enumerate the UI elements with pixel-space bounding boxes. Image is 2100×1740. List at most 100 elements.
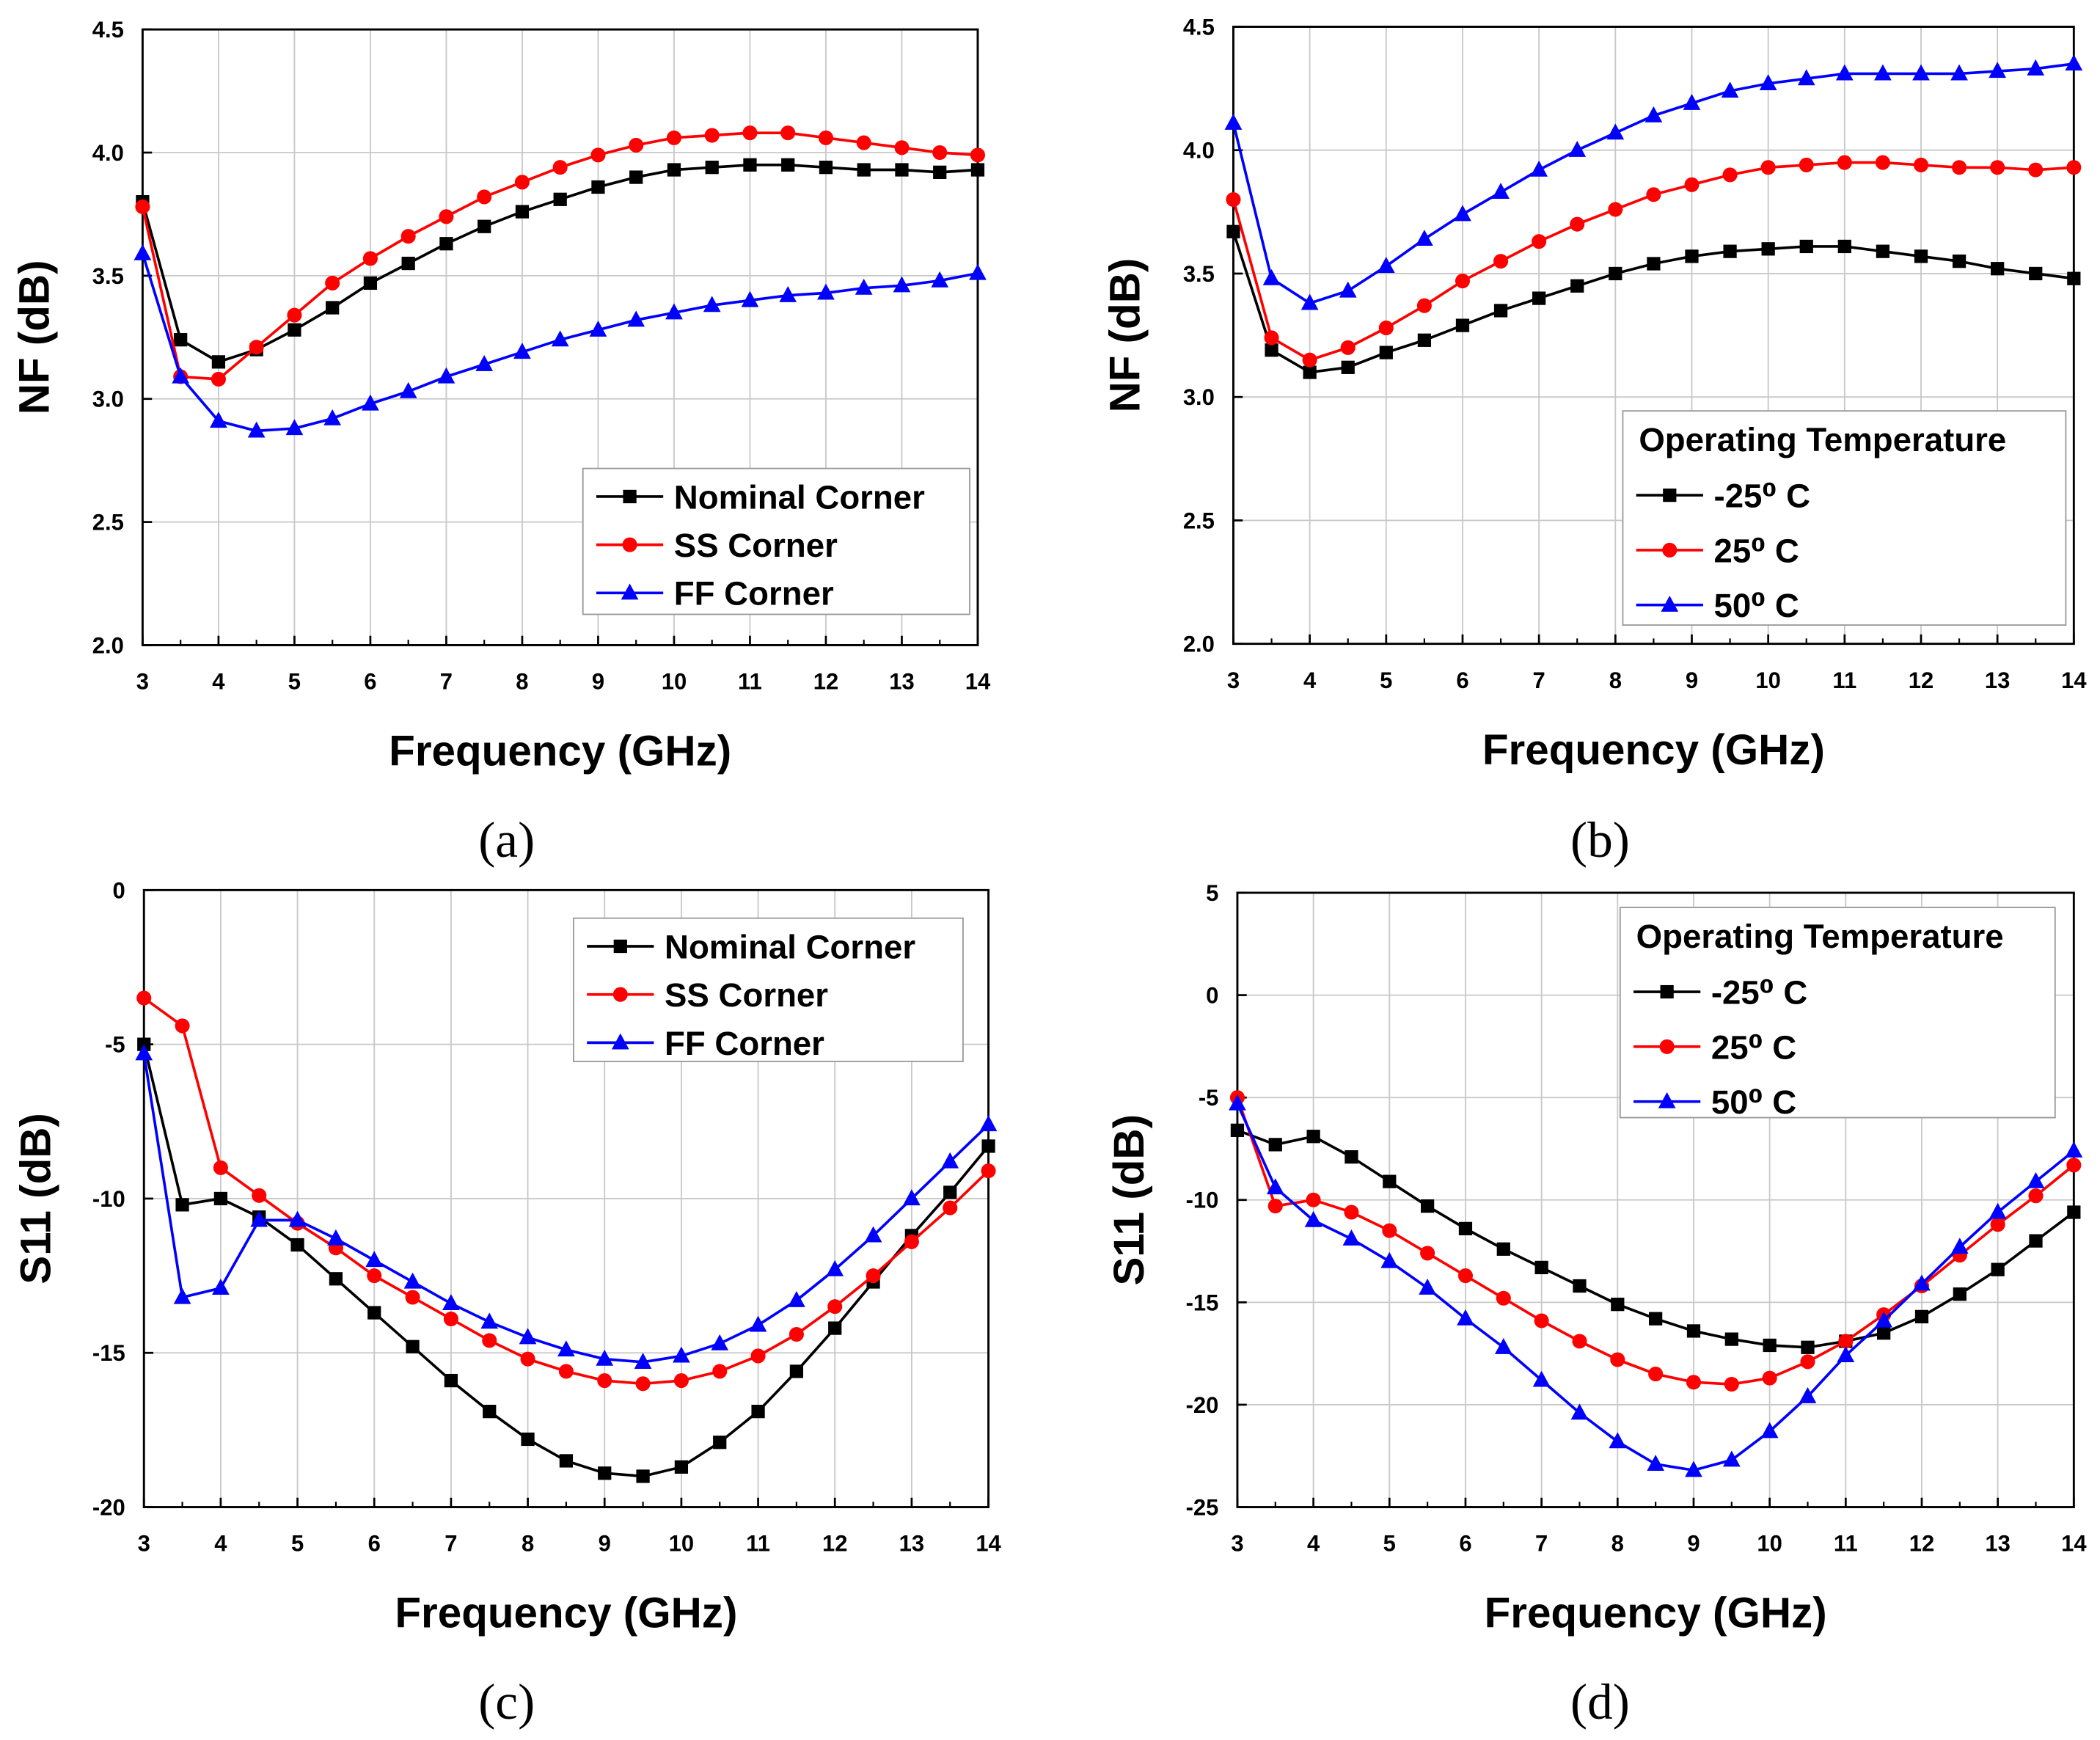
data-point bbox=[779, 285, 797, 302]
data-point bbox=[1306, 1192, 1321, 1207]
x-tick-label: 12 bbox=[813, 669, 838, 695]
data-point bbox=[1990, 1217, 2005, 1232]
data-point bbox=[1609, 1432, 1627, 1449]
x-tick-label: 8 bbox=[516, 669, 528, 695]
data-point bbox=[932, 145, 948, 161]
data-point bbox=[1494, 1337, 1512, 1354]
data-point bbox=[252, 1188, 267, 1203]
x-tick-label: 7 bbox=[1533, 668, 1545, 693]
data-point bbox=[135, 1044, 153, 1061]
y-axis-label: S11 (dB) bbox=[1105, 1114, 1153, 1286]
data-point bbox=[1722, 167, 1738, 183]
series-25-c bbox=[1229, 1090, 2082, 1392]
data-point bbox=[1419, 1279, 1436, 1295]
data-point bbox=[1950, 64, 1968, 81]
series-25-c bbox=[1226, 155, 2082, 368]
x-tick-label: 10 bbox=[1755, 668, 1780, 693]
data-point bbox=[1230, 1123, 1245, 1137]
data-point bbox=[627, 310, 645, 327]
data-point bbox=[1762, 1370, 1777, 1386]
x-tick-label: 11 bbox=[738, 669, 762, 695]
legend-label: FF Corner bbox=[665, 1025, 824, 1062]
data-point bbox=[636, 1469, 650, 1483]
data-point bbox=[1914, 249, 1928, 263]
data-point bbox=[2067, 271, 2081, 285]
x-tick-label: 5 bbox=[1383, 1531, 1396, 1557]
x-tick-label: 8 bbox=[1609, 668, 1622, 693]
data-point bbox=[1801, 1340, 1815, 1354]
data-point bbox=[1876, 244, 1890, 258]
data-point bbox=[789, 1326, 804, 1342]
data-point bbox=[1268, 1138, 1282, 1152]
data-point bbox=[290, 1238, 304, 1252]
data-point bbox=[781, 158, 795, 172]
data-point bbox=[1610, 1352, 1625, 1367]
y-tick-label: 5 bbox=[1206, 880, 1218, 906]
y-tick-label: -10 bbox=[92, 1186, 125, 1212]
data-point bbox=[2066, 1158, 2082, 1173]
data-point bbox=[1647, 1455, 1664, 1472]
data-point bbox=[1342, 1229, 1361, 1246]
data-point bbox=[551, 330, 569, 347]
data-point bbox=[856, 135, 871, 150]
data-point bbox=[1950, 1238, 1969, 1254]
data-point bbox=[288, 323, 301, 337]
x-tick-label: 10 bbox=[669, 1531, 694, 1557]
x-tick-label: 13 bbox=[899, 1531, 924, 1557]
data-point bbox=[711, 1334, 729, 1350]
data-point bbox=[1380, 1251, 1399, 1268]
data-point bbox=[590, 147, 606, 163]
data-point bbox=[1532, 291, 1546, 305]
data-point bbox=[552, 160, 568, 175]
data-point bbox=[1648, 1367, 1664, 1382]
data-point bbox=[1493, 254, 1509, 269]
data-point bbox=[712, 1364, 728, 1379]
legend-marker bbox=[612, 987, 628, 1002]
data-point bbox=[403, 1272, 422, 1289]
data-point bbox=[1799, 1386, 1817, 1403]
plot-frame bbox=[141, 28, 979, 646]
data-point bbox=[1532, 234, 1547, 249]
legend-marker bbox=[622, 537, 637, 552]
data-point bbox=[1457, 1268, 1473, 1284]
data-point bbox=[1913, 1274, 1931, 1291]
data-point bbox=[521, 1432, 535, 1447]
y-tick-label: 3.0 bbox=[92, 387, 124, 412]
legend-label: -25⁰ C bbox=[1714, 478, 1811, 515]
legend-label: 50⁰ C bbox=[1711, 1083, 1796, 1121]
data-point bbox=[399, 381, 417, 398]
data-point bbox=[713, 1436, 727, 1450]
data-point bbox=[2028, 162, 2044, 178]
y-tick-label: -25 bbox=[1186, 1494, 1219, 1520]
data-point bbox=[439, 209, 454, 224]
x-axis-label: Frequency (GHz) bbox=[389, 728, 731, 775]
data-point bbox=[666, 130, 681, 145]
data-point bbox=[1835, 64, 1854, 81]
y-tick-label: 4.5 bbox=[1183, 14, 1215, 40]
y-tick-label: 3.5 bbox=[92, 263, 124, 289]
data-point bbox=[1304, 1210, 1322, 1227]
data-point bbox=[969, 263, 987, 280]
data-point bbox=[1721, 81, 1739, 98]
data-point bbox=[327, 1229, 345, 1246]
data-point bbox=[210, 412, 227, 428]
data-point bbox=[401, 256, 415, 271]
plot-frame bbox=[1236, 891, 2075, 1508]
y-tick-label: -15 bbox=[92, 1340, 125, 1366]
data-point bbox=[1760, 1422, 1779, 1439]
data-point bbox=[895, 163, 909, 177]
legend-label: 50⁰ C bbox=[1714, 587, 1799, 624]
data-point bbox=[970, 163, 985, 177]
data-point bbox=[893, 276, 911, 293]
legend-label: FF Corner bbox=[674, 575, 834, 613]
y-axis-label: NF (dB) bbox=[1102, 258, 1149, 413]
data-point bbox=[1952, 160, 1967, 175]
data-point bbox=[1573, 1279, 1587, 1293]
data-point bbox=[1496, 1242, 1510, 1256]
x-tick-label: 5 bbox=[291, 1531, 304, 1557]
data-point bbox=[864, 1226, 882, 1243]
data-point bbox=[981, 1139, 995, 1153]
chart-panel-a: 3 4 5 6 7 8 9 10 11 12 13 14 2.0 2.5 3.0 3.5 4.0 4.5 Frequ… bbox=[11, 17, 991, 868]
data-point bbox=[323, 409, 342, 425]
y-tick-label: 4.0 bbox=[1183, 138, 1215, 164]
